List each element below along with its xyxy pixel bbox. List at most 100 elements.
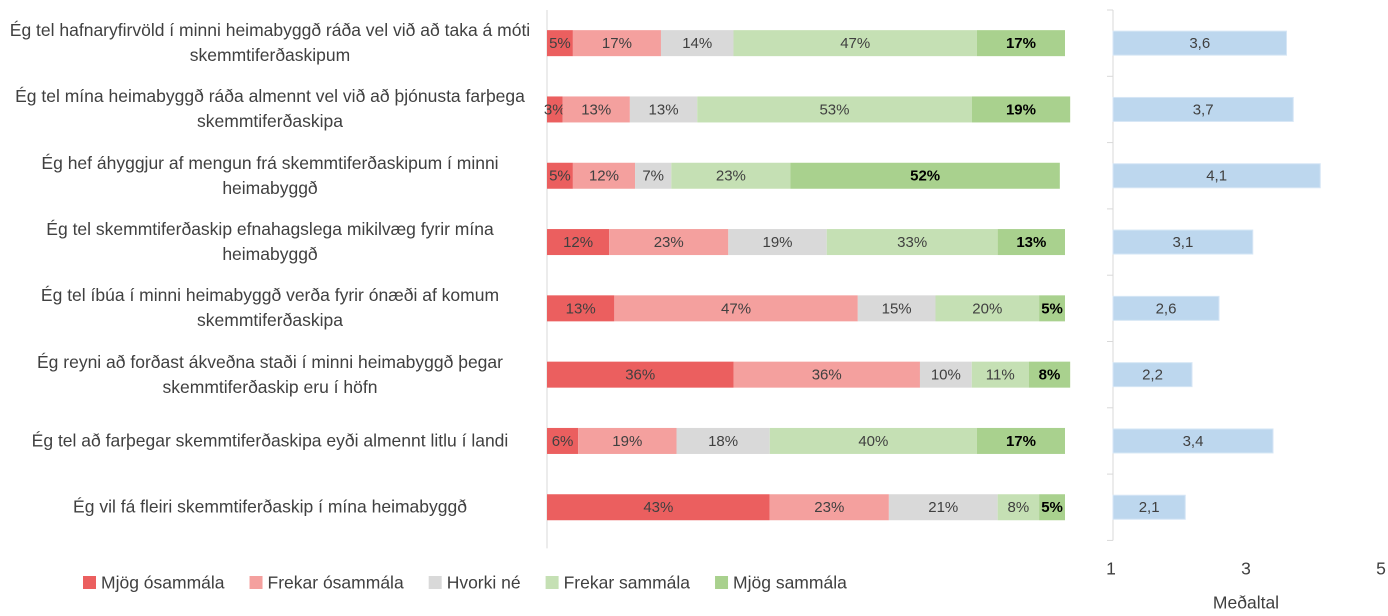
value-label: 2,1 <box>1139 499 1160 516</box>
value-label: 11% <box>986 367 1015 384</box>
value-label: 18% <box>708 433 738 450</box>
value-label: 3,1 <box>1172 234 1193 251</box>
value-label: 10% <box>931 367 961 384</box>
bar-segment <box>971 361 1029 388</box>
bar <box>1112 362 1193 388</box>
bar-segment <box>733 361 920 388</box>
x-tick-label: 1 <box>1106 559 1116 579</box>
value-label: 47% <box>840 35 870 52</box>
value-label: 13% <box>581 101 611 118</box>
bar-segment <box>547 494 770 521</box>
value-label: 17% <box>1006 433 1036 450</box>
bar-segment <box>1039 295 1065 322</box>
value-label: 2,6 <box>1156 300 1177 317</box>
bar-segment <box>547 229 610 256</box>
bar-segment <box>976 30 1065 57</box>
bar-segment <box>769 427 977 454</box>
value-label: 17% <box>1006 35 1036 52</box>
value-label: 36% <box>625 367 655 384</box>
value-label: 3,7 <box>1193 101 1214 118</box>
bar-segment <box>857 295 936 322</box>
value-label: 33% <box>897 234 927 251</box>
value-label: 3,6 <box>1189 35 1210 52</box>
value-label: 8% <box>1008 499 1030 516</box>
bar-segment <box>997 229 1065 256</box>
category-label: Ég tel hafnaryfirvöld í minni heimabyggð… <box>9 20 531 66</box>
bar <box>1112 229 1254 255</box>
bar-segment <box>888 494 998 521</box>
bar-segment <box>635 162 672 189</box>
value-label: 23% <box>814 499 844 516</box>
bar-segment <box>1028 361 1071 388</box>
legend-label: Hvorki né <box>447 573 521 593</box>
legend-label: Mjög ósammála <box>101 573 225 593</box>
value-label: 19% <box>762 234 792 251</box>
bar-segment <box>728 229 827 256</box>
bar-segment <box>935 295 1040 322</box>
category-label: Ég reyni að forðast ákveðna staði í minn… <box>37 351 503 397</box>
bar <box>1112 494 1186 520</box>
value-label: 43% <box>643 499 673 516</box>
bar <box>1112 295 1220 321</box>
value-label: 8% <box>1039 367 1061 384</box>
bar-segment <box>614 295 858 322</box>
bar <box>1112 30 1287 56</box>
value-label: 19% <box>1006 101 1036 118</box>
bar-segment <box>826 229 998 256</box>
legend-swatch <box>428 576 442 589</box>
value-label: 7% <box>642 168 664 185</box>
value-label: 3% <box>544 101 566 118</box>
value-label: 2,2 <box>1142 367 1163 384</box>
value-label: 6% <box>552 433 574 450</box>
value-label: 5% <box>549 168 571 185</box>
value-label: 47% <box>721 300 751 317</box>
value-label: 20% <box>972 300 1002 317</box>
value-label: 13% <box>566 300 596 317</box>
value-label: 23% <box>716 168 746 185</box>
bar-segment <box>547 96 563 123</box>
bar-segment <box>547 361 734 388</box>
x-axis-label: Meðaltal <box>1213 593 1279 613</box>
bar-segment <box>976 427 1065 454</box>
legend-swatch <box>83 576 96 589</box>
bar-segment <box>1039 494 1065 521</box>
bar-segment <box>660 30 734 57</box>
bar-segment <box>790 162 1060 189</box>
x-tick-label: 5 <box>1376 559 1386 579</box>
legend-label: Frekar ósammála <box>268 573 404 593</box>
bar-segment <box>562 96 630 123</box>
value-label: 5% <box>1041 300 1063 317</box>
bar-segment <box>547 295 615 322</box>
bar-segment <box>609 229 729 256</box>
value-label: 17% <box>602 35 632 52</box>
category-label: Ég tel mína heimabyggð ráða almennt vel … <box>15 86 525 132</box>
value-label: 21% <box>928 499 958 516</box>
value-label: 15% <box>882 300 912 317</box>
bar-segment <box>671 162 791 189</box>
value-label: 19% <box>612 433 642 450</box>
value-label: 12% <box>589 168 619 185</box>
x-tick-label: 3 <box>1241 559 1251 579</box>
value-label: 23% <box>654 234 684 251</box>
value-label: 40% <box>858 433 888 450</box>
bar-segment <box>769 494 889 521</box>
value-label: 5% <box>549 35 571 52</box>
bar <box>1112 96 1294 122</box>
bar-segment <box>572 30 661 57</box>
bar-segment <box>547 162 573 189</box>
bar-segment <box>676 427 770 454</box>
bar-segment <box>572 162 636 189</box>
bar-segment <box>971 96 1071 123</box>
category-label: Ég tel að farþegar skemmtiferðaskipa eyð… <box>31 430 509 451</box>
bar-segment <box>697 96 972 123</box>
category-label: Ég vil fá fleiri skemmtiferðaskip í mína… <box>73 496 467 517</box>
value-label: 4,1 <box>1206 168 1227 185</box>
bar-segment <box>629 96 698 123</box>
bar-segment <box>547 427 579 454</box>
legend-label: Frekar sammála <box>564 573 691 593</box>
bar <box>1112 428 1274 454</box>
category-label: Ég tel skemmtiferðaskip efnahagslega mik… <box>46 219 494 265</box>
bar-segment <box>733 30 977 57</box>
